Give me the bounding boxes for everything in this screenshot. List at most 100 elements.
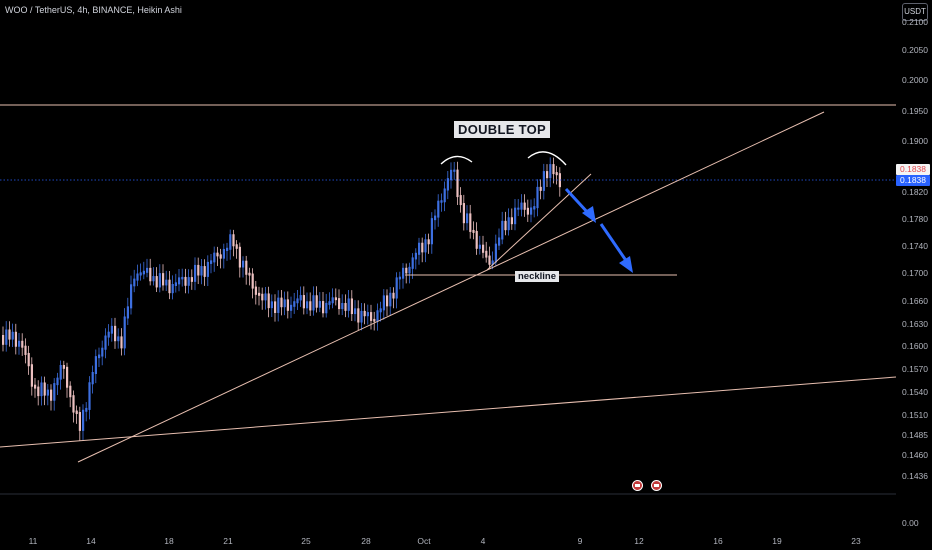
- candle-body: [267, 293, 270, 309]
- candle-body: [421, 242, 424, 253]
- candle-body: [462, 203, 465, 224]
- price-tick: 0.00: [902, 518, 919, 528]
- first-top-arc: [440, 155, 473, 165]
- candle-body: [459, 195, 462, 206]
- candle-body: [136, 273, 139, 281]
- candle-body: [238, 246, 241, 268]
- candle-body: [398, 276, 401, 280]
- candle-body: [558, 173, 561, 188]
- price-tick: 0.1700: [902, 268, 928, 278]
- price-tick: 0.2050: [902, 45, 928, 55]
- inner-trendline: [486, 173, 592, 271]
- candle-body: [235, 244, 238, 249]
- time-tick: 12: [634, 536, 644, 546]
- candle-body: [142, 270, 145, 275]
- candle-body: [402, 267, 405, 279]
- candle-body: [85, 407, 88, 412]
- candle-body: [443, 188, 446, 203]
- candle-body: [18, 340, 21, 347]
- candle-body: [504, 220, 507, 231]
- candle-body: [475, 230, 478, 249]
- candle-body: [450, 169, 453, 181]
- candle-body: [88, 382, 91, 410]
- candle-body: [210, 260, 213, 264]
- candle-body: [91, 372, 94, 385]
- candle-body: [501, 220, 504, 240]
- candle-body: [357, 308, 360, 323]
- candle-body: [517, 207, 520, 210]
- candle-body: [376, 310, 379, 322]
- candle-body: [389, 292, 392, 307]
- price-tick: 0.1540: [902, 387, 928, 397]
- candle-body: [395, 277, 398, 299]
- candle-body: [181, 276, 184, 280]
- candle-body: [158, 273, 161, 288]
- candle-body: [261, 293, 264, 301]
- candle-body: [245, 260, 248, 275]
- currency-button[interactable]: USDT: [902, 3, 928, 21]
- price-tick: 0.1436: [902, 471, 928, 481]
- candle-body: [411, 257, 414, 269]
- candle-body: [232, 234, 235, 247]
- candle-body: [350, 298, 353, 315]
- candle-body: [184, 276, 187, 286]
- candle-body: [40, 382, 43, 397]
- candle-body: [334, 297, 337, 301]
- candle-body: [373, 318, 376, 322]
- event-flag-icon[interactable]: [632, 480, 643, 491]
- candle-body: [299, 295, 302, 301]
- candle-body: [296, 298, 299, 304]
- time-tick: 18: [164, 536, 174, 546]
- time-tick: 21: [223, 536, 233, 546]
- candle-body: [427, 239, 430, 245]
- candle-body: [325, 302, 328, 314]
- double-top-label[interactable]: DOUBLE TOP: [454, 121, 550, 138]
- candle-body: [498, 237, 501, 246]
- candle-body: [130, 284, 133, 309]
- time-tick: 19: [772, 536, 782, 546]
- event-flag-icon[interactable]: [651, 480, 662, 491]
- candle-body: [200, 266, 203, 276]
- candle-body: [203, 266, 206, 277]
- candle-body: [146, 267, 149, 273]
- candle-body: [126, 306, 129, 319]
- candle-body: [347, 298, 350, 311]
- candle-body: [379, 308, 382, 313]
- candle-body: [523, 202, 526, 210]
- candle-body: [43, 382, 46, 396]
- time-tick: 23: [851, 536, 861, 546]
- candle-body: [8, 329, 11, 340]
- candle-body: [453, 169, 456, 172]
- candle-body: [242, 260, 245, 268]
- candle-body: [488, 255, 491, 265]
- candle-body: [338, 298, 341, 310]
- neckline-label[interactable]: neckline: [515, 271, 560, 282]
- candle-body: [59, 364, 62, 380]
- arrow-two: [599, 223, 633, 273]
- price-tick: 0.1600: [902, 341, 928, 351]
- candle-body: [94, 356, 97, 375]
- candle-body: [315, 295, 318, 308]
- candle-body: [322, 301, 325, 314]
- candle-body: [552, 164, 555, 175]
- candle-body: [414, 252, 417, 260]
- candle-body: [110, 325, 113, 334]
- current-price-tag: 0.1838: [896, 175, 930, 186]
- candle-body: [546, 171, 549, 179]
- price-tick: 0.2000: [902, 75, 928, 85]
- candle-body: [75, 410, 78, 415]
- time-tick: 16: [713, 536, 723, 546]
- candle-body: [171, 284, 174, 294]
- candle-body: [309, 301, 312, 311]
- candle-body: [165, 279, 168, 286]
- candle-body: [78, 412, 81, 431]
- candle-body: [293, 301, 296, 307]
- candle-body: [341, 303, 344, 310]
- candle-body: [46, 389, 49, 396]
- candle-body: [219, 254, 222, 259]
- candle-body: [424, 239, 427, 253]
- arrow-one: [564, 187, 596, 223]
- candle-body: [270, 301, 273, 309]
- candle-body: [549, 164, 552, 179]
